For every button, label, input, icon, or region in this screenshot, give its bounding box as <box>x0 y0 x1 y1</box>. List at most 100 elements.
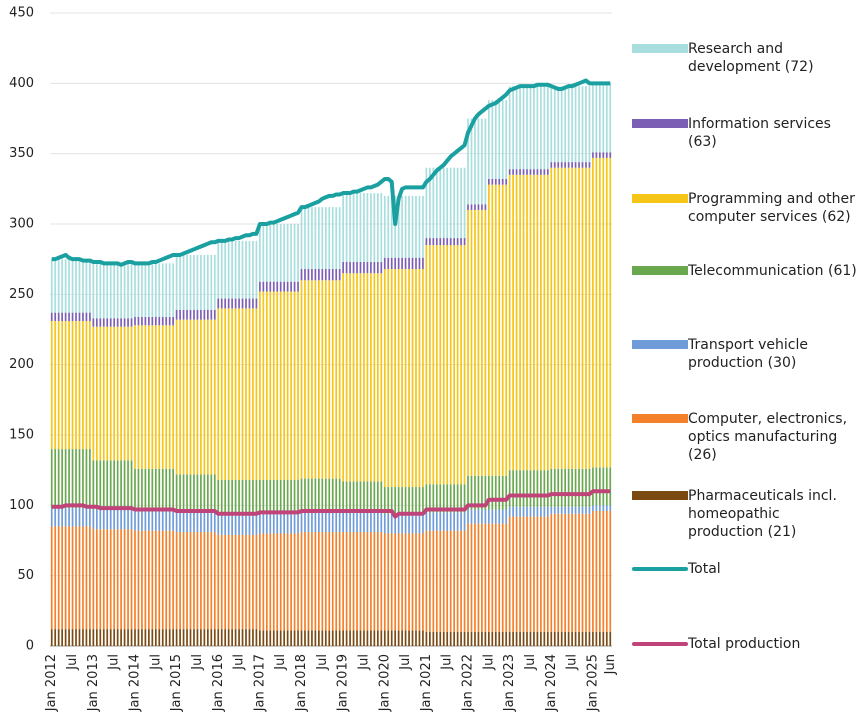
bar-segment <box>446 512 449 531</box>
bar-segment <box>415 257 417 270</box>
bar-segment <box>276 630 279 646</box>
bar-segment <box>380 273 383 482</box>
bar-segment <box>411 533 414 631</box>
legend-item: Information services (63) <box>632 115 862 151</box>
bar-segment <box>387 257 390 270</box>
bar-segment <box>557 506 560 514</box>
bar-segment <box>318 478 320 513</box>
bar-segment <box>172 325 175 469</box>
bar-segment <box>491 184 494 476</box>
bar-segment <box>338 512 341 533</box>
x-tick-label: Jul <box>481 654 496 671</box>
bar-segment <box>193 512 195 533</box>
bar-segment <box>109 263 112 319</box>
bar-segment <box>113 509 116 530</box>
bar-segment <box>338 630 341 646</box>
bar-segment <box>522 516 525 632</box>
bar-segment <box>352 512 355 533</box>
bar-segment <box>609 467 612 506</box>
bar-segment <box>265 224 268 282</box>
bar-segment <box>564 513 567 632</box>
bar-segment <box>456 512 459 531</box>
bar-segment <box>494 178 497 185</box>
bar-segment <box>283 224 286 282</box>
bar-segment <box>102 529 105 630</box>
bar-segment <box>599 505 601 511</box>
bar-segment <box>57 526 60 630</box>
bar-segment <box>449 238 452 246</box>
bar-segment <box>487 523 490 632</box>
bar-segment <box>501 523 504 632</box>
bar-segment <box>286 480 289 514</box>
bar-segment <box>474 475 476 510</box>
bar-segment <box>68 508 70 527</box>
bar-segment <box>585 167 587 469</box>
bar-segment <box>328 512 331 533</box>
bar-segment <box>241 629 244 646</box>
bar-segment <box>50 629 53 646</box>
legend-swatch <box>632 414 688 423</box>
bar-segment <box>297 513 299 534</box>
bar-segment <box>605 631 608 646</box>
bar-segment <box>456 631 459 646</box>
bar-segment <box>161 316 164 326</box>
bar-segment <box>588 468 591 507</box>
bar-segment <box>439 530 442 632</box>
bar-segment <box>220 480 223 516</box>
bar-segment <box>189 629 192 646</box>
bar-segment <box>345 532 348 631</box>
bar-segment <box>238 240 240 299</box>
bar-segment <box>123 509 126 530</box>
bar-segment <box>370 481 372 513</box>
bar-segment <box>300 532 303 631</box>
bar-segment <box>141 510 143 531</box>
bar-segment <box>609 505 612 511</box>
bar-segment <box>293 533 296 631</box>
bar-segment <box>130 318 133 327</box>
bar-segment <box>297 630 299 646</box>
bar-segment <box>567 167 570 469</box>
bar-segment <box>54 526 57 630</box>
bar-segment <box>78 321 81 450</box>
bar-segment <box>154 468 157 511</box>
bar-segment <box>78 508 81 527</box>
x-tick-label: Jul <box>232 654 247 671</box>
bar-segment <box>442 238 445 246</box>
bar-segment <box>130 529 133 630</box>
bar-segment <box>231 515 233 535</box>
bar-segment <box>311 269 313 281</box>
bar-segment <box>415 487 417 514</box>
bar-segment <box>560 167 563 469</box>
bar-segment <box>550 513 553 632</box>
bar-segment <box>487 100 490 179</box>
legend-item: Programming and other computer services … <box>632 190 862 226</box>
bar-segment <box>304 532 306 631</box>
bar-segment <box>252 534 254 630</box>
bar-segment <box>64 312 67 322</box>
bar-segment <box>599 631 601 646</box>
bar-segment <box>82 449 84 509</box>
bar-segment <box>54 259 57 313</box>
bar-segment <box>137 530 140 630</box>
bar-segment <box>252 240 254 299</box>
bar-segment <box>179 309 181 320</box>
bar-segment <box>484 509 487 524</box>
bar-segment <box>151 263 154 317</box>
x-tick-label: Jul <box>315 654 330 671</box>
bar-segment <box>560 162 563 168</box>
bar-segment <box>161 468 164 511</box>
bar-segment <box>595 510 598 632</box>
bar-segment <box>290 224 292 282</box>
bar-segment <box>54 508 57 527</box>
bar-segment <box>432 631 435 646</box>
bar-segment <box>505 184 508 476</box>
bar-segment <box>446 631 449 646</box>
bar-segment <box>158 325 161 469</box>
bar-segment <box>144 468 147 511</box>
bar-segment <box>442 530 445 632</box>
bar-segment <box>144 629 147 646</box>
bar-segment <box>200 309 202 320</box>
bar-segment <box>61 508 63 527</box>
bar-segment <box>588 86 591 163</box>
